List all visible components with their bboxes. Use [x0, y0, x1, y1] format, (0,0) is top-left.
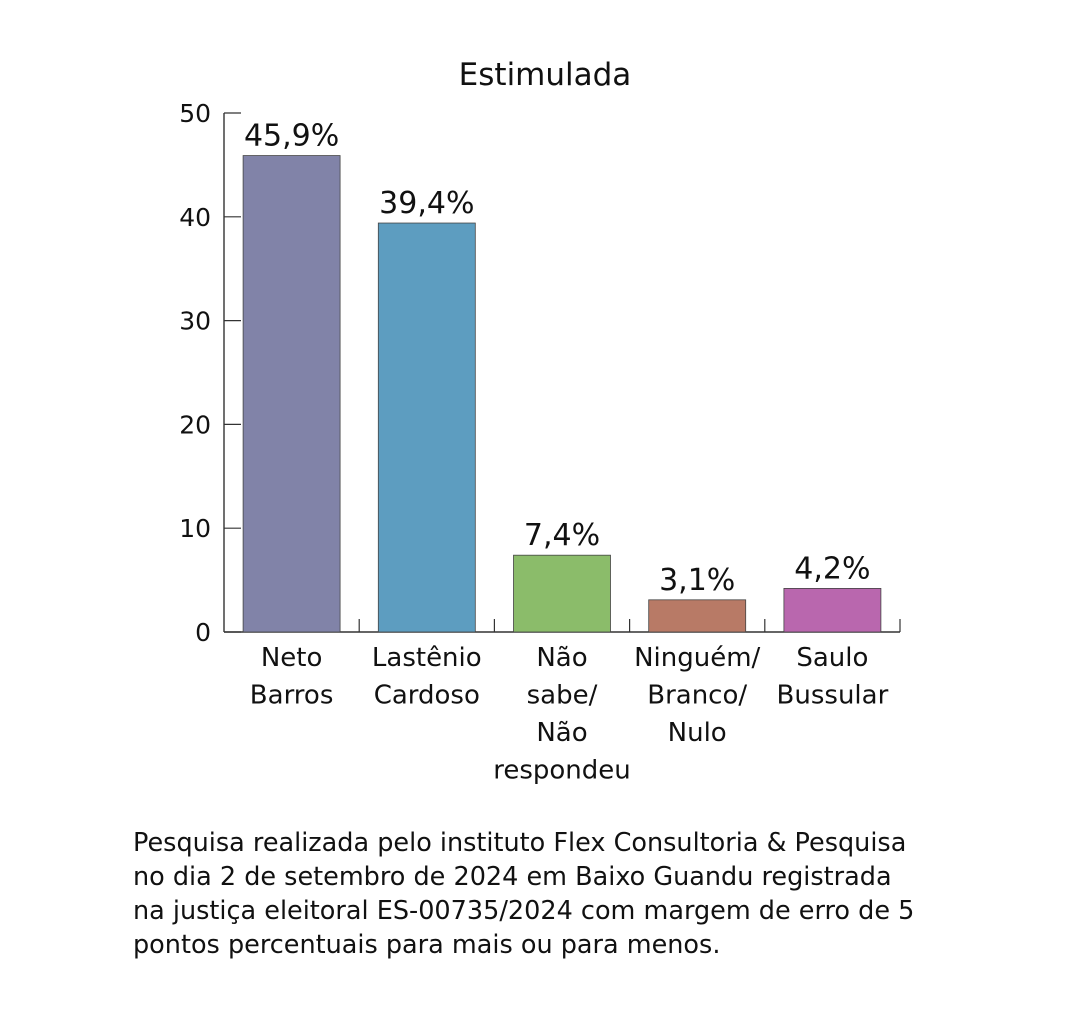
bar	[783, 588, 882, 633]
category-label-line: Bussular	[777, 681, 889, 711]
y-tick-label: 10	[179, 514, 211, 543]
category-label-line: Não	[536, 718, 587, 748]
bar	[242, 155, 341, 633]
category-label: Saulo Bussular	[777, 643, 889, 711]
survey-footnote: Pesquisa realizada pelo instituto Flex C…	[133, 828, 915, 960]
bar	[377, 222, 476, 633]
category-label-line: Saulo	[796, 643, 868, 673]
category-label: Lastênio Cardoso	[372, 643, 482, 711]
y-tick-label: 40	[179, 203, 211, 232]
bar	[648, 599, 747, 633]
category-label-line: Lastênio	[372, 643, 482, 673]
bar-chart: Estimulada 0 10 20 30 40 50 45,9% Neto Barros 39,…	[179, 57, 901, 786]
category-label: Neto Barros	[250, 643, 334, 711]
plot-area: 0 10 20 30 40 50 45,9% Neto Barros 39,4% Lastênio C…	[179, 99, 901, 786]
bar	[513, 554, 611, 633]
chart-title: Estimulada	[459, 57, 632, 93]
bar-value-label: 4,2%	[794, 551, 870, 586]
y-tick-label: 30	[179, 307, 211, 336]
y-tick-label: 0	[195, 618, 211, 647]
y-tick-label: 50	[179, 99, 211, 128]
category-label-line: respondeu	[493, 756, 631, 786]
category-label-line: Nulo	[668, 718, 727, 748]
category-label-line: sabe/	[527, 681, 598, 711]
category-label: Ninguém/Branco/Nulo	[634, 643, 760, 748]
y-tick-label: 20	[179, 410, 211, 439]
category-label-line: Ninguém/	[634, 643, 760, 673]
bar-value-label: 45,9%	[244, 119, 339, 154]
category-label-line: Neto	[261, 643, 323, 673]
bar-value-label: 39,4%	[379, 186, 474, 221]
category-label-line: Não	[536, 643, 587, 673]
bar-value-label: 3,1%	[659, 563, 735, 598]
category-label-line: Branco/	[647, 681, 747, 711]
category-label-line: Cardoso	[374, 681, 480, 711]
bar-value-label: 7,4%	[524, 518, 600, 553]
category-label: Não sabe/Não respondeu	[493, 643, 631, 786]
category-label-line: Barros	[250, 681, 334, 711]
